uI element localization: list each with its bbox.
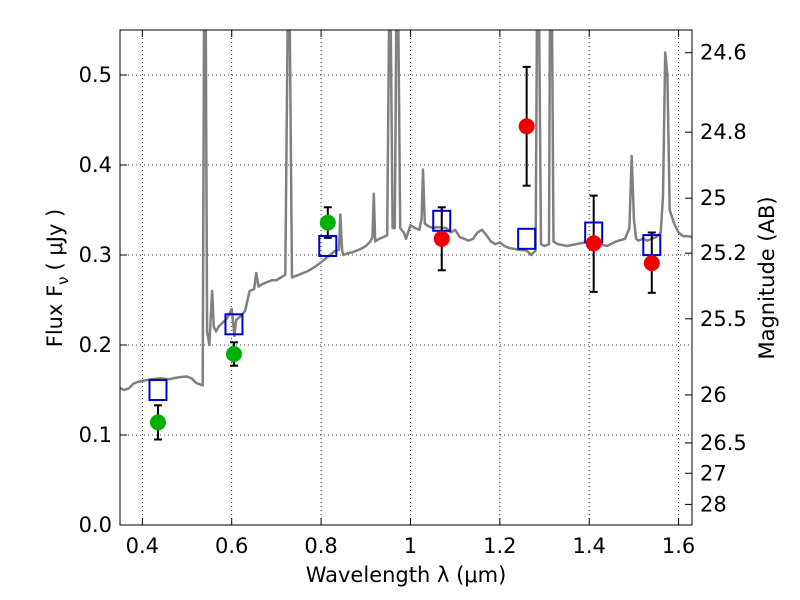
y2-tick-label: 28 bbox=[700, 492, 727, 516]
observed-optical-point bbox=[149, 414, 166, 431]
x-tick-label: 1.2 bbox=[483, 534, 516, 558]
plot-frame bbox=[119, 29, 693, 526]
observed-optical-point bbox=[225, 346, 242, 362]
observed-optical-point bbox=[319, 214, 336, 231]
model-flux-square bbox=[517, 227, 537, 250]
x-tick-label: 1.4 bbox=[573, 534, 606, 558]
y-axis-label-main: Flux F bbox=[43, 285, 67, 347]
y2-tick-label: 26.5 bbox=[700, 431, 747, 455]
x-axis-label: Wavelength λ (μm) bbox=[306, 563, 507, 587]
x-tick-label: 0.8 bbox=[304, 534, 337, 558]
y2-tick-label: 25.5 bbox=[700, 307, 747, 331]
y-axis-label: Flux Fν ( μJy ) bbox=[43, 209, 72, 348]
observed-nir-point bbox=[433, 230, 450, 247]
y-tick-label: 0.3 bbox=[79, 243, 112, 267]
y2-tick-label: 24.6 bbox=[700, 41, 747, 65]
y-tick-label: 0.2 bbox=[79, 333, 112, 357]
markers bbox=[148, 118, 662, 431]
x-tick-label: 1.6 bbox=[662, 534, 695, 558]
y-tick-label: 0.0 bbox=[79, 513, 112, 537]
data-layer bbox=[120, 30, 692, 392]
model-flux-square bbox=[148, 379, 168, 401]
spectrum-line bbox=[120, 30, 692, 392]
x-tick-label: 1 bbox=[404, 534, 417, 558]
observed-nir-point bbox=[585, 235, 602, 252]
observed-nir-point bbox=[643, 255, 660, 272]
observed-nir-point bbox=[518, 118, 535, 135]
y-tick-label: 0.4 bbox=[79, 153, 112, 177]
x-tick-label: 0.4 bbox=[126, 534, 159, 558]
svg-text:Flux Fν( μJy ): Flux Fν ( μJy ) bbox=[43, 209, 72, 348]
error-bars bbox=[153, 65, 656, 441]
y2-axis-label: Magnitude (AB) bbox=[755, 196, 779, 359]
y2-tick-label: 25.2 bbox=[700, 241, 747, 265]
y-axis-label-unit: ( μJy ) bbox=[43, 209, 67, 271]
axes: 0.4 0.6 0.8 1 1.2 1.4 1.6 0.0 0.1 0.2 0.3 0.4 0.5 24.… bbox=[79, 30, 747, 558]
y-axis-label-sub: ν bbox=[54, 276, 72, 284]
x-tick-label: 0.6 bbox=[215, 534, 248, 558]
y-tick-label: 0.5 bbox=[79, 63, 112, 87]
model-flux-square bbox=[224, 313, 244, 336]
y2-tick-label: 26 bbox=[700, 383, 727, 407]
y2-tick-label: 27 bbox=[700, 461, 727, 485]
y2-tick-label: 25 bbox=[700, 186, 727, 210]
y2-tick-label: 24.8 bbox=[700, 120, 747, 144]
y-tick-label: 0.1 bbox=[79, 423, 112, 447]
model-flux-square bbox=[318, 235, 338, 257]
